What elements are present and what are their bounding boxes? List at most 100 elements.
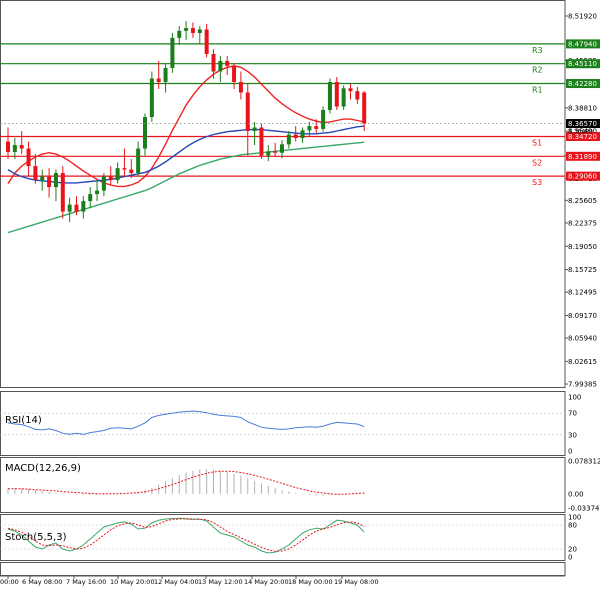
price-axis-label: 8.25605	[568, 197, 597, 205]
level-price-label-r1: 8.42280	[568, 80, 597, 88]
candle-body	[238, 81, 243, 93]
stoch-axis-label: 0	[568, 554, 572, 562]
rsi-axis-label: 0	[568, 448, 572, 456]
level-price-label-r2: 8.45110	[568, 60, 597, 68]
price-axis-label: 8.19050	[568, 243, 597, 251]
stoch-line	[7, 517, 365, 554]
price-axis-label: 8.22375	[568, 219, 597, 227]
level-price-tag-r3	[566, 39, 600, 49]
macd-axis-label: -0.033747	[568, 505, 600, 513]
moving-average-green	[7, 141, 365, 234]
level-price-tag-r2	[566, 59, 600, 69]
level-name-r1: R1	[532, 86, 543, 95]
candle-body	[232, 65, 237, 82]
candle-body	[286, 134, 291, 145]
level-price-tag-s3	[566, 171, 600, 181]
candle-body	[177, 30, 182, 38]
time-axis-label: 00:00	[0, 578, 19, 586]
candle-body	[101, 176, 106, 191]
candle-body	[149, 78, 154, 118]
price-tag-overlap-label: 8.36490	[568, 129, 593, 136]
level-price-label-r3: 8.47940	[568, 40, 597, 48]
candle-body	[259, 127, 264, 156]
candle-body	[67, 204, 72, 212]
candle-body	[341, 88, 346, 107]
candle-body	[355, 91, 360, 100]
rsi-axis-label: 100	[568, 394, 581, 402]
time-axis-label: 13 May 12:00	[198, 578, 243, 586]
candle-body	[314, 126, 319, 129]
candle-body	[362, 92, 367, 124]
candle-body	[19, 145, 24, 149]
level-name-s3: S3	[532, 178, 542, 187]
macd-signal-line	[8, 470, 365, 495]
rsi-panel-frame	[0, 391, 566, 456]
moving-average-red	[7, 65, 365, 188]
candle-body	[211, 53, 216, 72]
macd-axis-label: 0.078312	[568, 458, 600, 466]
rsi-label: RSI(14)	[5, 415, 42, 426]
candle-body	[204, 29, 209, 54]
stoch-axis-label: 20	[568, 546, 577, 554]
candle-body	[252, 127, 257, 132]
price-axis-label: 8.12495	[568, 289, 597, 297]
level-price-label-s2: 8.31890	[568, 153, 597, 161]
candle-body	[334, 81, 339, 107]
candle-body	[6, 141, 10, 153]
candle-body	[307, 126, 312, 131]
candle-body	[170, 37, 175, 68]
level-price-tag-r1	[566, 79, 600, 89]
candle-body	[12, 145, 17, 153]
candle-body	[47, 176, 52, 188]
candle-body	[300, 130, 305, 139]
candle-body	[60, 173, 65, 212]
current-price-tag	[566, 119, 600, 129]
candle-body	[225, 60, 230, 66]
candle-body	[156, 78, 161, 82]
candle-body	[280, 144, 284, 153]
candle-body	[81, 201, 86, 212]
macd-label: MACD(12,26,9)	[5, 463, 81, 474]
price-axis-label: 8.51920	[568, 13, 597, 21]
time-axis-label: 6 May 08:00	[22, 578, 62, 586]
stoch-axis-label: 80	[568, 522, 577, 530]
stoch-axis-label: 100	[568, 514, 581, 522]
price-axis-label: 8.38810	[568, 104, 597, 112]
candle-body	[53, 173, 58, 188]
main-panel-frame	[0, 0, 566, 388]
candle-body	[273, 151, 278, 153]
candle-body	[218, 60, 223, 72]
level-name-s2: S2	[532, 158, 542, 167]
time-axis-label: 12 May 04:00	[154, 578, 199, 586]
candle-body	[321, 110, 326, 129]
macd-panel-frame	[0, 457, 566, 513]
level-price-tag-s2	[566, 151, 600, 161]
level-price-tag-s1	[566, 131, 600, 141]
rsi-axis-label: 70	[568, 410, 577, 418]
price-axis-label: 8.35490	[568, 128, 597, 136]
candle-body	[136, 148, 141, 174]
macd-axis-label: 0.00	[568, 490, 584, 498]
candle-body	[163, 67, 168, 82]
candle-body	[197, 29, 202, 33]
stoch-line	[7, 518, 365, 552]
moving-average-blue	[7, 125, 365, 184]
candle-body	[108, 176, 113, 181]
candle-body	[95, 190, 100, 195]
level-name-s1: S1	[532, 138, 542, 147]
current-price-label: 8.36570	[568, 120, 597, 128]
candle-body	[190, 28, 195, 33]
price-axis-label: 7.99385	[568, 381, 597, 389]
candle-body	[348, 88, 353, 92]
time-axis-label: 14 May 20:00	[244, 578, 289, 586]
candle-body	[184, 28, 189, 31]
candle-body	[115, 168, 120, 181]
level-price-label-s1: 8.34720	[568, 133, 597, 141]
rsi-line	[7, 410, 365, 435]
price-axis-label: 8.09170	[568, 312, 597, 320]
candle-body	[143, 117, 147, 149]
time-axis-label: 18 May 00:00	[288, 578, 333, 586]
candle-body	[122, 168, 127, 170]
